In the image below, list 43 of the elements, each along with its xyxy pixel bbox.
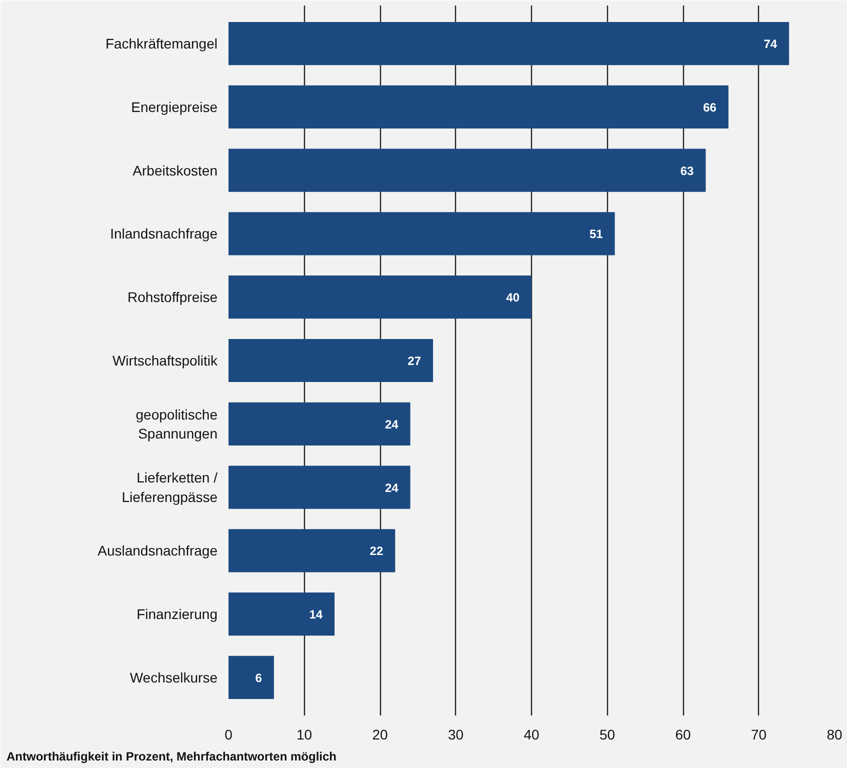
bar — [228, 529, 396, 572]
y-tick-label: Wechselkurse — [130, 669, 218, 686]
x-tick-label: 60 — [675, 726, 691, 742]
data-label: 22 — [370, 544, 384, 558]
y-tick-label: geopolitische Spannungen — [136, 406, 218, 442]
data-label: 51 — [589, 227, 604, 242]
data-label: 6 — [255, 670, 262, 685]
bar — [228, 466, 410, 509]
y-tick-label: Wirtschaftspolitik — [112, 352, 218, 368]
data-label: 27 — [408, 354, 422, 368]
x-tick-label: 40 — [524, 726, 540, 742]
data-label: 24 — [384, 480, 399, 495]
bar — [228, 148, 706, 192]
x-tick-label: 10 — [296, 726, 312, 742]
bar — [228, 402, 410, 446]
x-tick-label: 70 — [750, 726, 767, 742]
x-tick-label: 30 — [448, 726, 464, 742]
x-tick-label: 20 — [372, 726, 388, 742]
text: Antworthäufigkeit in Prozent, Mehrfachantworten möglich — [6, 750, 337, 764]
data-label: 14 — [309, 608, 323, 622]
bar — [228, 212, 615, 256]
x-tick-label: 0 — [224, 726, 233, 742]
y-tick-label: Energiepreise — [131, 98, 218, 115]
y-tick-label: Inlandsnachfrage — [110, 226, 218, 242]
bar — [228, 338, 434, 382]
data-label: 66 — [703, 100, 717, 114]
y-tick-label: Finanzierung — [136, 606, 218, 622]
y-tick-label: Fachkräftemangel — [105, 36, 218, 52]
y-tick-label: Rohstoffpreise — [127, 289, 218, 306]
bar — [228, 276, 532, 319]
y-tick-label: Arbeitskosten — [132, 162, 218, 178]
data-label: 74 — [764, 37, 778, 52]
y-tick-label: Lieferketten / Lieferengpässe — [122, 470, 218, 505]
x-tick-label: 80 — [826, 726, 842, 742]
data-label: 24 — [384, 417, 399, 432]
bar — [228, 656, 274, 700]
data-label: 63 — [680, 164, 694, 178]
data-label: 40 — [506, 290, 520, 305]
bar — [228, 592, 335, 636]
y-tick-label: Auslandsnachfrage — [98, 542, 218, 559]
bar — [228, 22, 790, 66]
bar — [228, 85, 728, 128]
x-tick-label: 50 — [599, 726, 616, 742]
